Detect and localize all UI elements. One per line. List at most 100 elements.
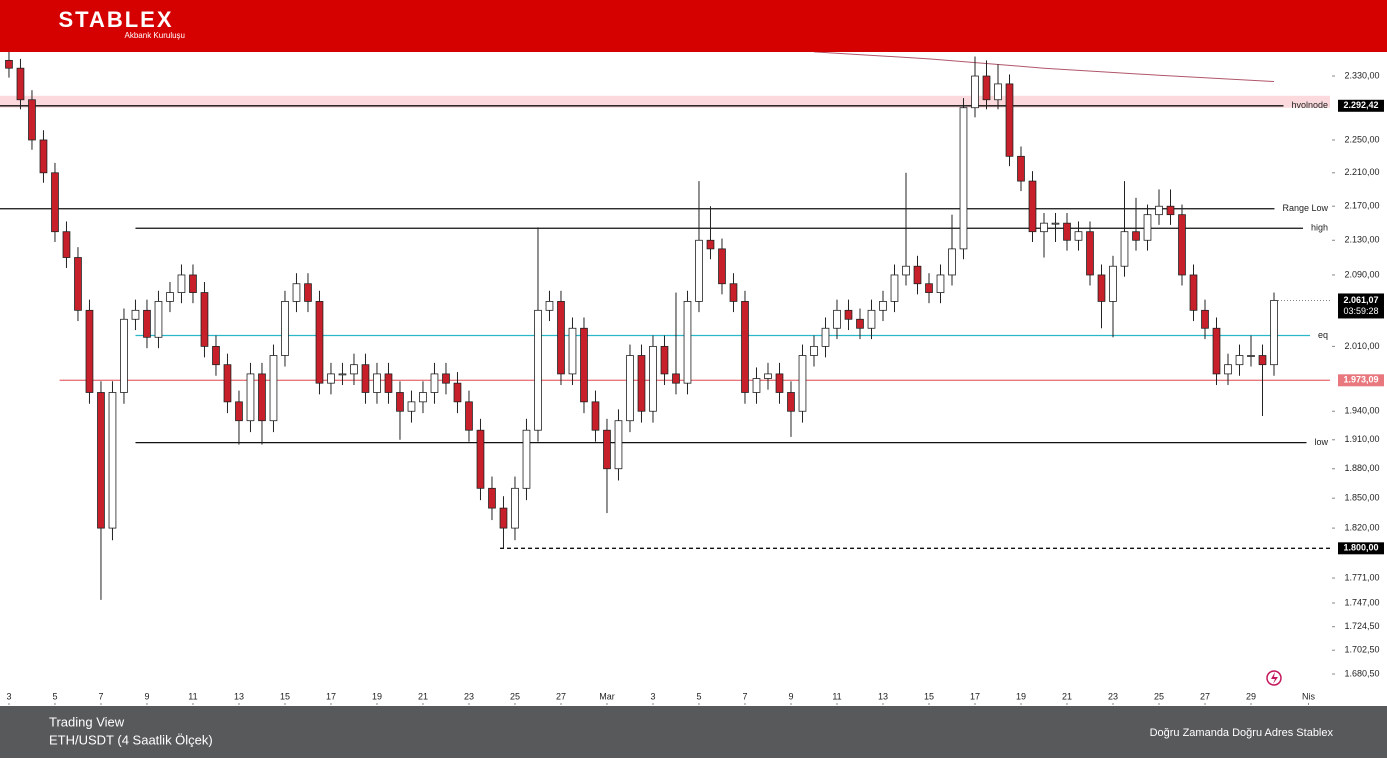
- level-price-box: [1338, 542, 1384, 555]
- y-tick-label: 1.702,50: [1344, 645, 1379, 655]
- candle: [821, 317, 830, 358]
- x-tick-label: 5: [52, 691, 57, 701]
- x-tick-label: 23: [1108, 691, 1118, 701]
- level-price-box: [1338, 374, 1384, 387]
- candle-body: [913, 265, 922, 285]
- candle: [453, 372, 462, 414]
- candle: [120, 308, 128, 404]
- candle-body: [695, 239, 703, 302]
- candle: [718, 238, 726, 295]
- x-tick-label: 21: [418, 691, 428, 701]
- y-tick-label: 1.910,00: [1344, 434, 1379, 444]
- level-name: high: [1311, 223, 1328, 233]
- candle: [775, 362, 784, 404]
- candle-body: [959, 107, 968, 250]
- candle: [1143, 204, 1152, 251]
- candle: [752, 367, 761, 404]
- candle: [281, 290, 289, 367]
- candle: [1063, 212, 1071, 251]
- candle-body: [936, 274, 945, 293]
- candle-body: [430, 373, 439, 393]
- y-tick-label: 1.724,50: [1344, 621, 1379, 631]
- candle-body: [1120, 231, 1129, 267]
- candle: [430, 362, 439, 404]
- candle-body: [1017, 155, 1025, 182]
- x-tick-label: 15: [924, 691, 934, 701]
- logo: STABLEX: [58, 7, 173, 32]
- level-price: 1.973,09: [1343, 375, 1378, 385]
- candle: [545, 290, 554, 322]
- candle: [1017, 146, 1025, 192]
- candle-body: [281, 301, 289, 356]
- candle-body: [660, 345, 669, 375]
- y-tick-label: 2.210,00: [1344, 167, 1379, 177]
- candle: [154, 290, 163, 349]
- y-tick-label: 1.680,50: [1344, 668, 1379, 678]
- candle: [890, 264, 899, 313]
- y-tick-label: 2.170,00: [1344, 201, 1379, 211]
- candle-body: [741, 301, 749, 393]
- x-tick-label: 29: [1246, 691, 1256, 701]
- candle-body: [649, 345, 657, 412]
- candle: [131, 299, 140, 331]
- candle: [787, 381, 795, 437]
- candle-body: [557, 301, 565, 375]
- candle-body: [476, 429, 485, 489]
- candle: [695, 181, 703, 313]
- y-tick-label: 2.090,00: [1344, 269, 1379, 279]
- candle-body: [821, 327, 830, 347]
- candle: [994, 64, 1002, 110]
- candle: [1028, 171, 1037, 242]
- x-tick-label: 5: [696, 691, 701, 701]
- icon-bolt: [1271, 672, 1278, 684]
- candle-body: [304, 283, 312, 302]
- candle: [97, 381, 105, 600]
- candle: [1155, 189, 1163, 225]
- candle-body: [108, 392, 117, 529]
- candle: [764, 362, 772, 390]
- candle: [327, 362, 335, 395]
- candle-body: [166, 292, 174, 302]
- candle-body: [568, 327, 577, 375]
- candle-body: [1109, 265, 1117, 302]
- candle-body: [51, 172, 59, 233]
- candle: [499, 496, 508, 549]
- candle-body: [62, 231, 71, 258]
- candle-body: [85, 309, 94, 393]
- candle-body: [729, 283, 738, 302]
- candle-body: [637, 355, 646, 412]
- candle-body: [879, 301, 887, 311]
- candle-body: [833, 309, 841, 329]
- candle: [108, 381, 117, 541]
- candle-body: [672, 373, 680, 384]
- x-tick-label: 25: [1154, 691, 1164, 701]
- candle-body: [580, 327, 588, 403]
- candle: [534, 227, 542, 442]
- x-tick-label: 19: [1016, 691, 1026, 701]
- candle: [350, 353, 358, 386]
- candle: [741, 290, 749, 404]
- candle-body: [1097, 274, 1106, 302]
- candle-body: [856, 318, 864, 329]
- candle-body: [522, 429, 531, 489]
- candle: [1097, 264, 1106, 329]
- candle: [51, 162, 59, 242]
- candle-body: [212, 345, 220, 366]
- candle-body: [1028, 180, 1037, 233]
- x-tick-label: 7: [98, 691, 103, 701]
- candle-body: [1178, 214, 1186, 276]
- candle-body: [867, 309, 876, 329]
- candle: [672, 292, 680, 395]
- y-tick-label: 2.010,00: [1344, 341, 1379, 351]
- candle-body: [350, 364, 358, 375]
- candle-body: [1086, 231, 1094, 276]
- candle: [258, 362, 266, 445]
- candle: [476, 418, 485, 501]
- candle-body: [545, 301, 554, 311]
- x-tick-label: 21: [1062, 691, 1072, 701]
- candle-body: [1235, 355, 1244, 366]
- candle: [844, 299, 853, 331]
- candle: [361, 353, 370, 404]
- candle: [62, 221, 71, 268]
